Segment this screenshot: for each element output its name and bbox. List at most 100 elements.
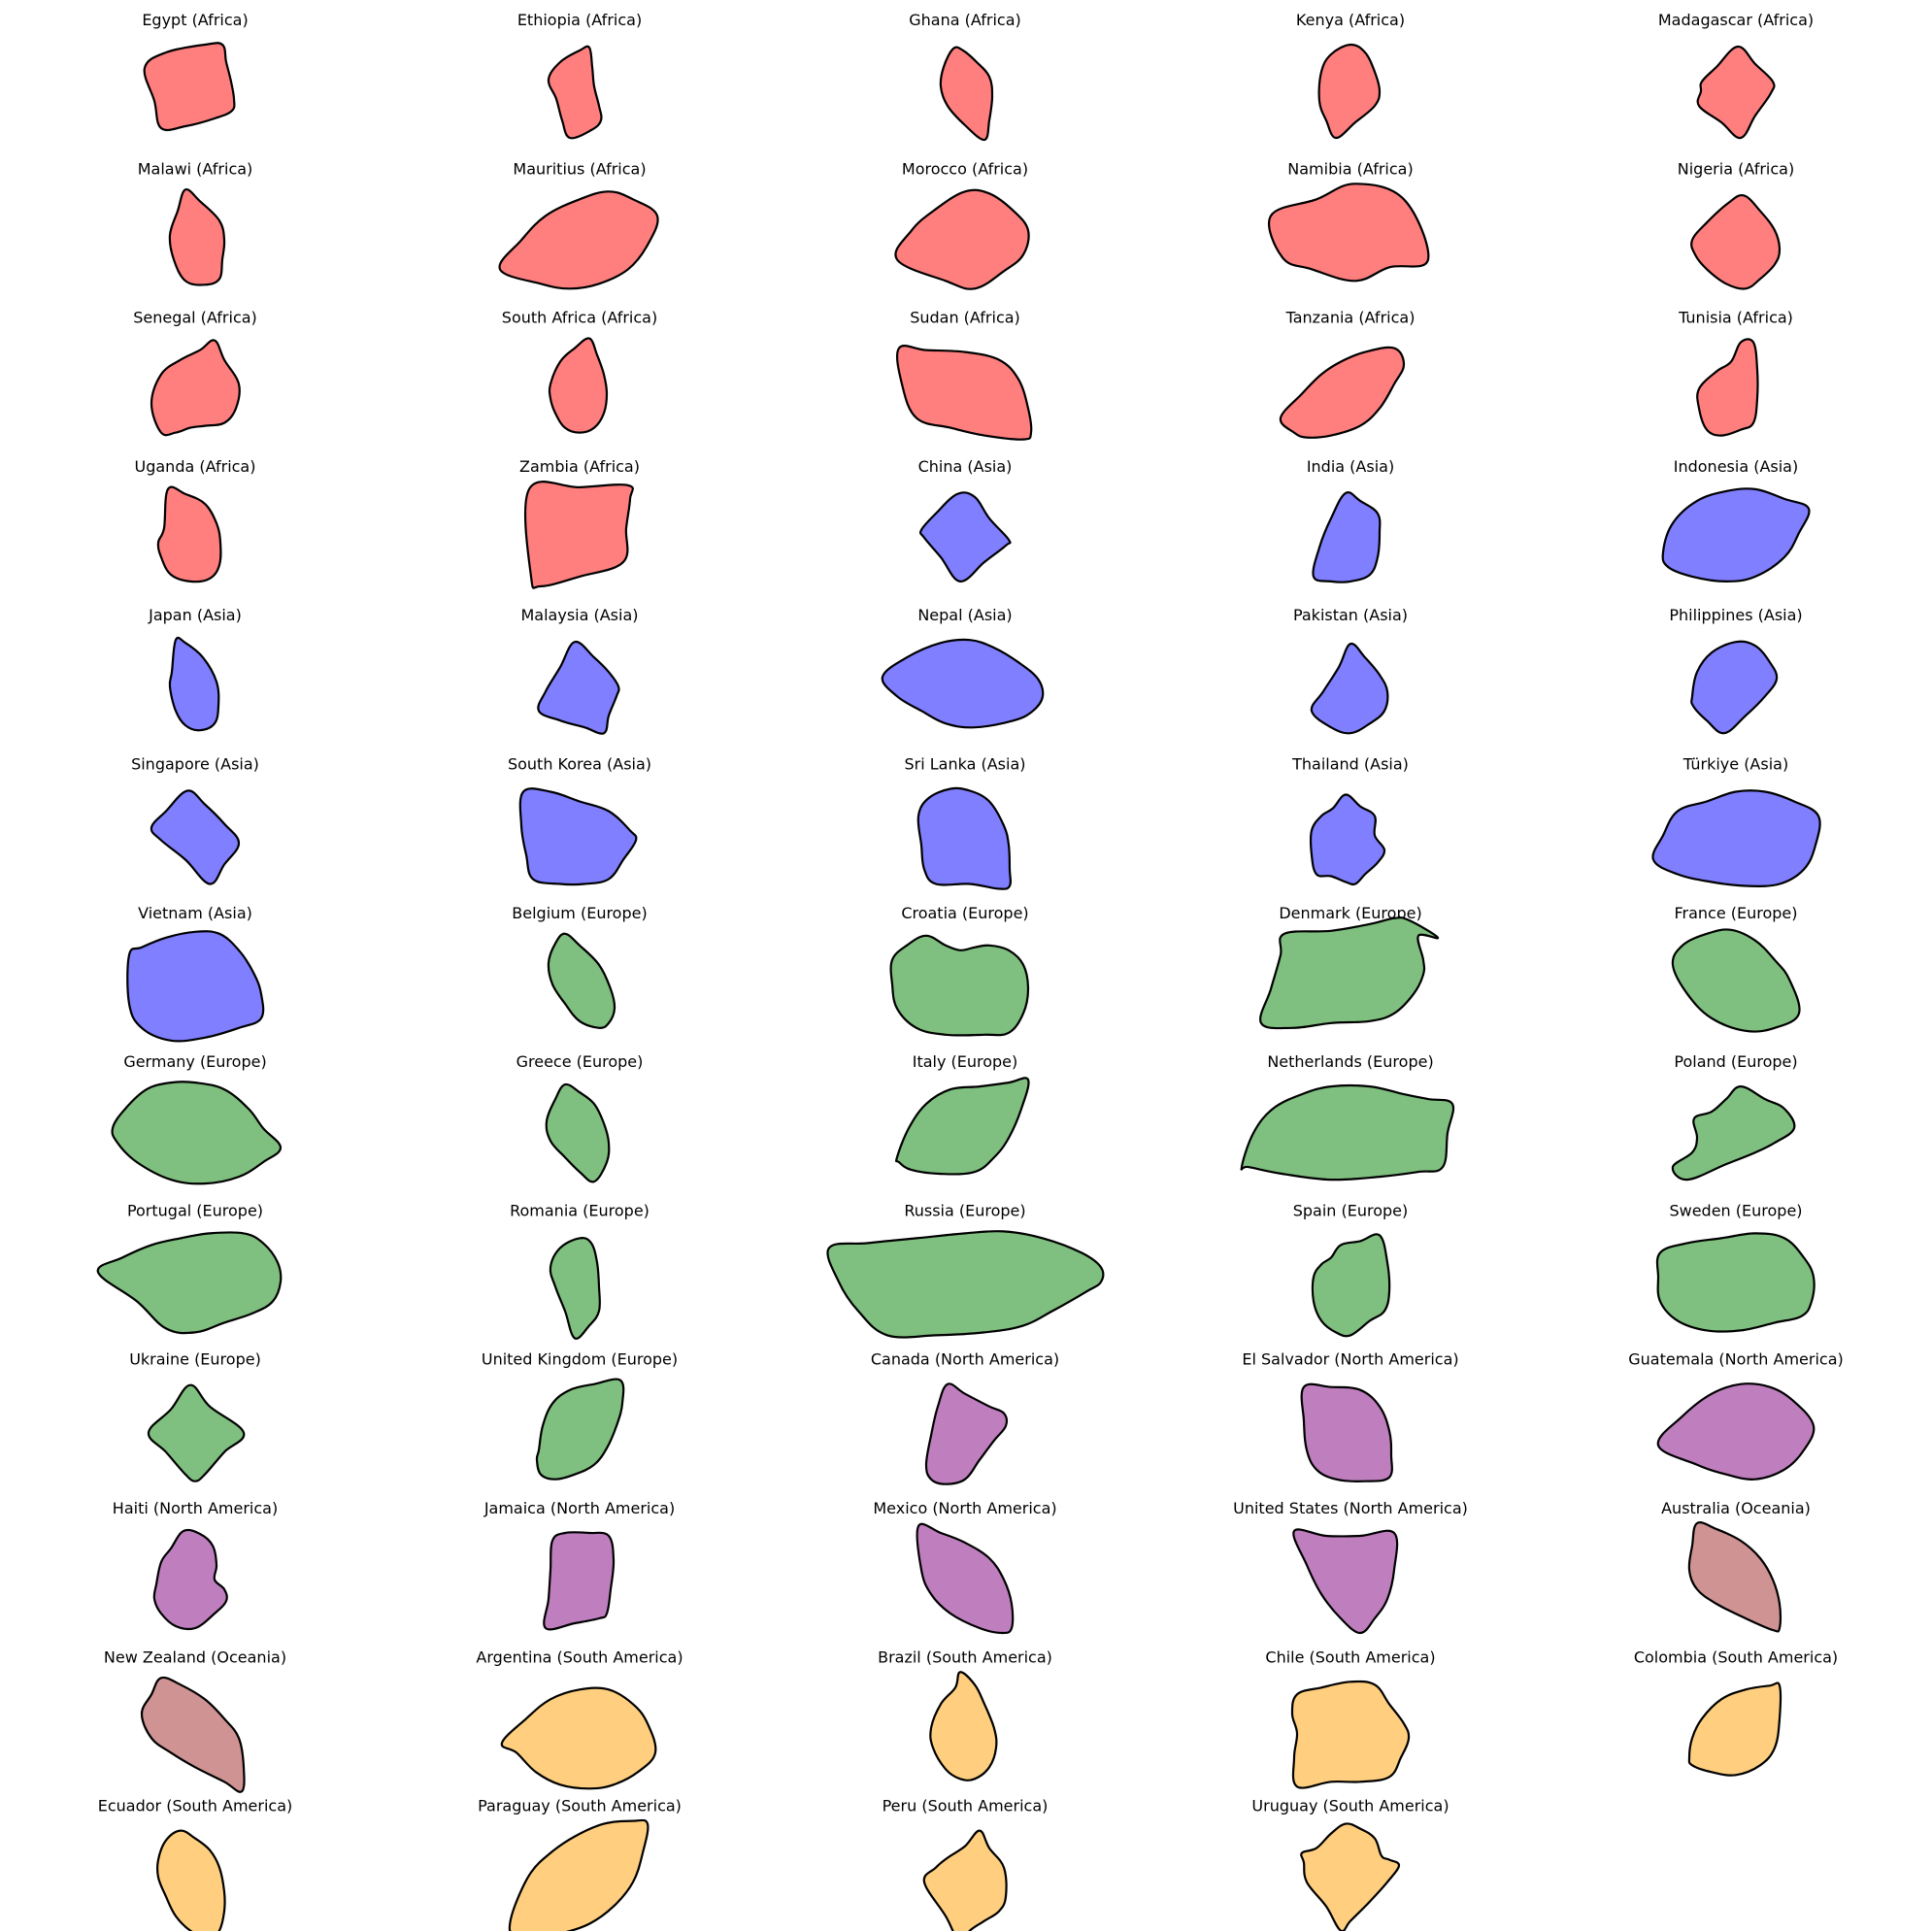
country-outline-shape — [549, 47, 602, 139]
country-panel: Tunisia (Africa) — [1678, 309, 1793, 436]
panel-title: United States (North America) — [1233, 1499, 1468, 1517]
country-panel: Spain (Europe) — [1293, 1201, 1409, 1336]
panel-title: Colombia (South America) — [1634, 1648, 1838, 1666]
country-outline-shape — [500, 191, 658, 288]
panel-title: Netherlands (Europe) — [1267, 1052, 1433, 1071]
country-outline-shape — [1697, 339, 1757, 435]
country-panel: Malaysia (Asia) — [520, 606, 638, 733]
country-panel: Italy (Europe) — [896, 1052, 1028, 1174]
country-panel: Belgium (Europe) — [512, 904, 647, 1028]
country-panel: United Kingdom (Europe) — [482, 1350, 678, 1480]
panel-title: Peru (South America) — [883, 1797, 1049, 1815]
country-outline-shape — [113, 1082, 281, 1183]
country-outline-shape — [883, 640, 1043, 727]
country-outline-shape — [502, 1688, 656, 1789]
country-outline-shape — [1242, 1085, 1453, 1180]
country-outline-shape — [538, 642, 618, 734]
country-outline-shape — [1313, 1234, 1389, 1336]
country-panel: Colombia (South America) — [1634, 1648, 1838, 1775]
country-outline-shape — [1652, 790, 1819, 886]
country-outline-shape — [170, 189, 224, 284]
panel-title: Nepal (Asia) — [917, 606, 1012, 624]
country-outline-shape — [127, 931, 263, 1041]
country-panel: Argentina (South America) — [476, 1648, 683, 1788]
country-outline-shape — [917, 1524, 1014, 1633]
country-outline-shape — [157, 1831, 225, 1931]
country-panel: Senegal (Africa) — [133, 309, 257, 436]
country-panel: Sri Lanka (Asia) — [904, 755, 1025, 889]
panel-title: India (Asia) — [1307, 457, 1394, 476]
panel-title: Uruguay (South America) — [1251, 1797, 1449, 1815]
country-outline-shape — [891, 936, 1028, 1036]
country-panel: Croatia (Europe) — [891, 904, 1029, 1036]
country-outline-shape — [1698, 47, 1775, 138]
country-panel: Netherlands (Europe) — [1242, 1052, 1453, 1180]
country-outline-shape — [98, 1232, 282, 1333]
panel-title: El Salvador (North America) — [1242, 1350, 1458, 1369]
panel-title: Egypt (Africa) — [142, 11, 248, 29]
panel-title: Ghana (Africa) — [909, 11, 1021, 29]
panel-title: France (Europe) — [1674, 904, 1797, 922]
panel-title: Romania (Europe) — [510, 1201, 650, 1219]
panel-title: Croatia (Europe) — [901, 904, 1028, 922]
country-panel: Vietnam (Asia) — [127, 904, 263, 1042]
country-panel: Guatemala (North America) — [1628, 1350, 1844, 1480]
country-outline-shape — [550, 1238, 600, 1339]
panel-title: United Kingdom (Europe) — [482, 1350, 678, 1369]
country-panel: Pakistan (Asia) — [1293, 606, 1408, 733]
country-panel: India (Asia) — [1307, 457, 1394, 583]
country-panel: Thailand (Asia) — [1291, 755, 1409, 884]
panel-title: Tunisia (Africa) — [1678, 309, 1793, 327]
country-panel: Kenya (Africa) — [1296, 11, 1405, 138]
country-outline-shape — [895, 190, 1028, 289]
country-panel: Russia (Europe) — [827, 1201, 1103, 1337]
country-outline-shape — [145, 43, 235, 130]
country-panel: United States (North America) — [1233, 1499, 1468, 1633]
country-outline-shape — [920, 492, 1011, 582]
panel-title: Chile (South America) — [1265, 1648, 1435, 1666]
panel-title: Sweden (Europe) — [1669, 1201, 1802, 1219]
country-panel: South Africa (Africa) — [502, 309, 657, 433]
country-panel: Singapore (Asia) — [131, 755, 259, 884]
country-outline-shape — [1319, 45, 1380, 138]
country-panel: Greece (Europe) — [516, 1052, 644, 1182]
country-outline-shape — [1657, 1233, 1815, 1331]
country-outline-shape — [1663, 488, 1810, 582]
country-panel: Japan (Asia) — [148, 606, 242, 730]
country-outline-shape — [151, 340, 240, 435]
country-panel: Ecuador (South America) — [98, 1797, 293, 1931]
country-panel: Indonesia (Asia) — [1663, 457, 1810, 582]
panel-title: China (Asia) — [918, 457, 1013, 476]
panel-title: Sudan (Africa) — [910, 309, 1020, 327]
panel-title: Italy (Europe) — [913, 1052, 1018, 1071]
country-panel: Sudan (Africa) — [897, 309, 1031, 440]
panel-title: Jamaica (North America) — [483, 1499, 675, 1517]
country-panel: Portugal (Europe) — [98, 1201, 282, 1333]
country-outline-shape — [897, 346, 1031, 440]
country-outline-shape — [1260, 917, 1438, 1028]
panel-title: Canada (North America) — [871, 1350, 1059, 1369]
country-panel: Nigeria (Africa) — [1678, 159, 1794, 288]
country-outline-shape — [1689, 1682, 1781, 1775]
country-panel: Australia (Oceania) — [1661, 1499, 1811, 1632]
country-outline-shape — [918, 788, 1011, 889]
panel-title: Japan (Asia) — [148, 606, 242, 624]
panel-title: Malawi (Africa) — [138, 159, 253, 178]
country-panel: Ethiopia (Africa) — [517, 11, 642, 138]
country-outline-shape — [544, 1532, 614, 1629]
country-outline-shape — [1313, 492, 1380, 583]
panel-title: Malaysia (Asia) — [520, 606, 638, 624]
country-panel: Uruguay (South America) — [1251, 1797, 1449, 1931]
country-panel: Philippines (Asia) — [1669, 606, 1802, 733]
country-outline-shape — [930, 1672, 996, 1781]
panel-title: Ecuador (South America) — [98, 1797, 293, 1815]
country-panel: Tanzania (Africa) — [1281, 309, 1416, 438]
panel-title: Ethiopia (Africa) — [517, 11, 642, 29]
panel-title: Spain (Europe) — [1293, 1201, 1409, 1219]
country-panel: Ukraine (Europe) — [129, 1350, 261, 1482]
country-panel: El Salvador (North America) — [1242, 1350, 1458, 1482]
panel-title: Morocco (Africa) — [902, 159, 1028, 178]
country-outline-shape — [520, 788, 637, 884]
country-panel: Zambia (Africa) — [519, 457, 640, 588]
country-outline-shape — [1673, 929, 1800, 1031]
